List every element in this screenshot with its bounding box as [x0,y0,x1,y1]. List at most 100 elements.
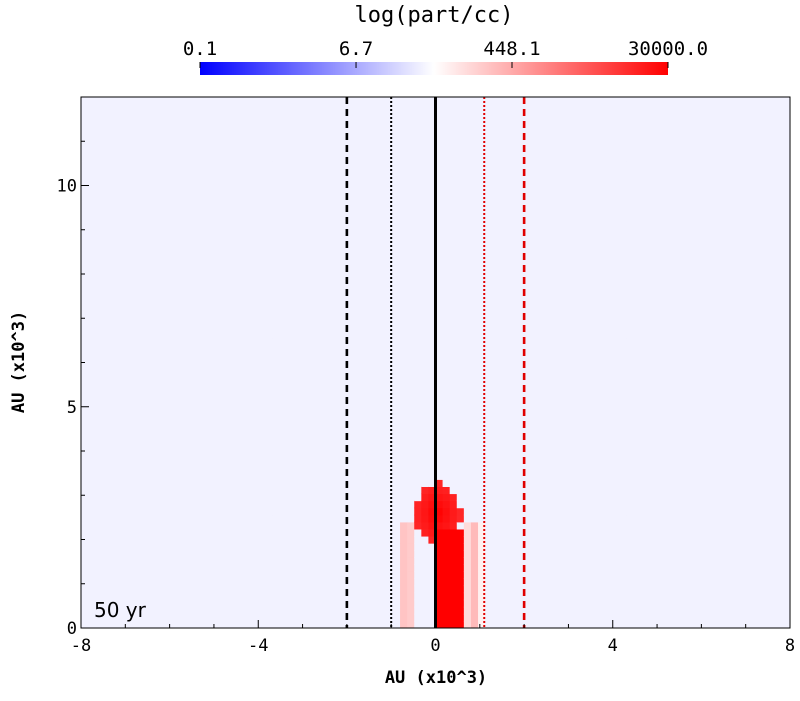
heatmap-cell [449,309,458,318]
heatmap-cell [215,132,224,141]
heatmap-cell [534,458,543,466]
heatmap-cell [272,479,281,487]
heatmap-cell [144,408,153,417]
heatmap-cell [456,458,465,466]
heatmap-cell [279,174,288,183]
heatmap-cell [229,330,238,339]
heatmap-cell [286,245,295,254]
heatmap-cell [463,274,472,282]
heatmap-cell [513,528,522,537]
heatmap-cell [435,351,444,360]
heatmap-cell [229,387,238,395]
heatmap-cell [506,118,515,126]
heatmap-cell [485,174,493,183]
heatmap-cell [251,309,259,318]
heatmap-cell [144,330,153,339]
heatmap-cell [123,458,132,466]
heatmap-cell [435,366,444,374]
heatmap-cell [208,500,217,509]
heatmap-cell [173,436,181,445]
heatmap-cell [357,189,366,197]
heatmap-cell [293,125,302,133]
heatmap-cell [109,238,118,247]
heatmap-cell [449,266,458,275]
heatmap-cell [244,620,252,628]
heatmap-cell [222,465,231,473]
heatmap-cell [400,153,408,162]
heatmap-cell [279,500,288,509]
heatmap-cell [215,252,224,261]
heatmap-cell [534,606,543,615]
heatmap-cell [123,415,132,424]
heatmap-cell [385,302,394,310]
heatmap-cell [130,528,139,537]
heatmap-cell [400,535,408,544]
heatmap-cell [130,181,139,190]
heatmap-cell [102,337,110,346]
heatmap-cell [158,295,167,303]
heatmap-cell [357,259,366,268]
heatmap-cell [527,613,536,622]
heatmap-cell [187,415,196,424]
heatmap-cell [258,451,266,459]
heatmap-cell [378,266,387,275]
heatmap-cell [229,436,238,445]
heatmap-cell [158,245,167,254]
heatmap-cell [506,436,515,445]
heatmap-cell [236,139,245,148]
heatmap-cell [95,189,103,197]
heatmap-cell [378,111,387,119]
heatmap-cell [527,472,536,480]
heatmap-cell [300,132,309,141]
heatmap-cell [116,309,125,318]
heatmap-cell [81,436,89,445]
heatmap-cell [194,408,203,417]
heatmap-cell [81,238,89,247]
heatmap-cell [371,97,380,105]
heatmap-cell [208,160,217,169]
heatmap-cell [180,507,188,516]
heatmap-cell [435,578,444,587]
heatmap-cell [265,535,274,544]
heatmap-cell [194,592,203,601]
heatmap-cell [378,507,387,516]
heatmap-cell [173,557,181,565]
heatmap-cell [314,104,323,112]
heatmap-cell [187,224,196,233]
heatmap-cell [158,344,167,353]
heatmap-cell [258,415,266,424]
heatmap-cell [513,104,522,112]
heatmap-cell [144,493,153,502]
heatmap-cell [541,521,550,530]
heatmap-cell [492,245,500,254]
heatmap-cell [116,465,125,473]
heatmap-cell [322,401,330,410]
heatmap-cell [478,295,486,303]
heatmap-cell [329,514,337,523]
heatmap-cell [392,309,401,318]
heatmap-cell [329,557,337,565]
heatmap-cell [400,118,408,126]
heatmap-cell [435,330,444,339]
heatmap-cell [215,394,224,403]
heatmap-cell [265,337,274,346]
heatmap-cell [314,550,323,558]
heatmap-cell [541,281,550,289]
heatmap-cell [400,500,408,509]
heatmap-cell [492,238,500,247]
heatmap-cell [314,344,323,353]
heatmap-cell [392,344,401,353]
heatmap-cell [442,429,451,438]
heatmap-cell [400,550,408,558]
heatmap-cell [378,380,387,388]
heatmap-cell [350,125,359,133]
heatmap-cell [456,302,465,310]
heatmap-cell [194,387,203,395]
heatmap-cell [350,316,359,325]
heatmap-cell [201,231,210,240]
heatmap-cell [336,351,344,360]
heatmap-cell [385,224,394,233]
heatmap-cell [95,564,103,572]
heatmap-cell [229,160,238,169]
heatmap-cell [251,97,259,105]
